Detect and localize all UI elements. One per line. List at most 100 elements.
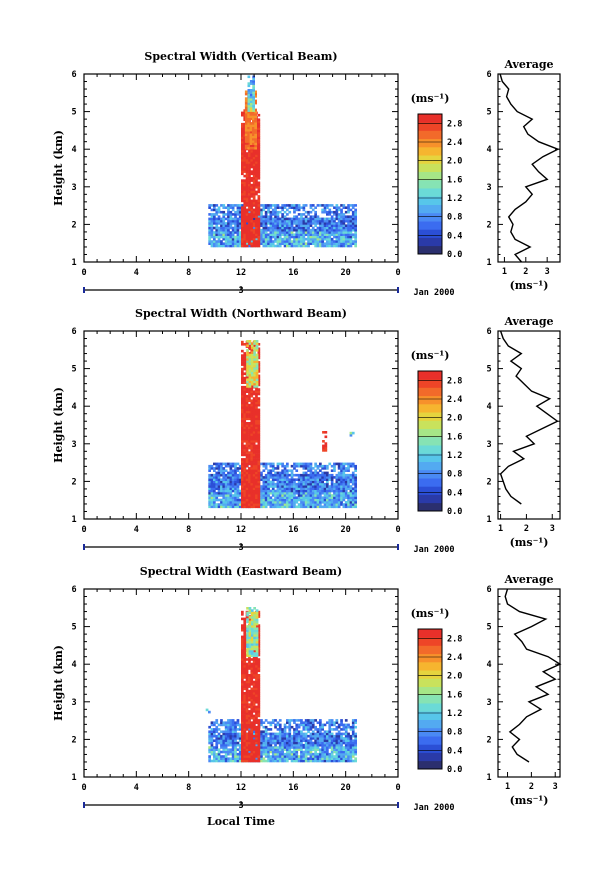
heatmap-cell — [217, 734, 221, 738]
heatmap-cell — [267, 750, 270, 754]
heatmap-cell — [340, 719, 343, 722]
heatmap-cell — [304, 487, 308, 490]
heatmap-cell — [217, 741, 221, 745]
heatmap-cell — [215, 471, 219, 475]
heatmap-cell — [241, 716, 244, 720]
heatmap-cell — [311, 480, 315, 484]
heatmap-cell — [304, 752, 308, 756]
heatmap-cell — [215, 222, 219, 225]
heatmap-cell — [267, 235, 270, 239]
heatmap-cell — [243, 140, 247, 144]
heatmap-cell — [255, 446, 258, 450]
heatmap-cell — [257, 147, 261, 151]
heatmap-cell — [309, 478, 313, 481]
heatmap-cell — [245, 473, 249, 477]
heatmap-cell — [274, 208, 277, 212]
heatmap-cell — [260, 732, 263, 736]
heatmap-cell — [234, 204, 237, 207]
heatmap-cell — [314, 213, 317, 216]
heatmap-cell — [241, 372, 244, 375]
heatmap-cell — [245, 237, 249, 241]
heatmap-cell — [351, 503, 355, 506]
heatmap-cell — [257, 188, 261, 191]
heatmap-cell — [257, 231, 261, 234]
heatmap-cell — [254, 110, 257, 114]
heatmap-cell — [262, 231, 266, 234]
heatmap-cell — [249, 142, 253, 145]
heatmap-cell — [246, 362, 249, 366]
heatmap-cell — [267, 237, 270, 241]
heatmap-cell — [314, 237, 317, 241]
heatmap-cell — [304, 462, 308, 466]
heatmap-cell — [248, 428, 251, 432]
heatmap-cell — [241, 161, 244, 164]
heatmap-cell — [260, 462, 263, 466]
heatmap-cell — [264, 215, 268, 218]
heatmap-cell — [347, 219, 350, 223]
x-tick-label: 0 — [81, 268, 86, 278]
heatmap-cells — [208, 340, 357, 509]
heatmap-cell — [326, 464, 329, 468]
heatmap-cell — [304, 494, 308, 497]
heatmap-cell — [248, 190, 251, 194]
heatmap-cell — [302, 208, 306, 212]
heatmap-cell — [255, 385, 259, 388]
colorbar-swatch — [418, 163, 442, 172]
heatmap-cell — [248, 382, 252, 386]
heatmap-cell — [311, 233, 315, 236]
heatmap-cell — [217, 469, 221, 472]
heatmap-cell — [260, 496, 263, 499]
heatmap-cell — [241, 446, 244, 450]
heatmap-cell — [222, 755, 226, 758]
heatmap-cell — [257, 464, 261, 468]
heatmap-cell — [264, 496, 268, 499]
heatmap-cell — [252, 433, 256, 436]
heatmap-cell — [337, 501, 341, 504]
heatmap-cell — [229, 759, 233, 763]
heatmap-cell — [297, 723, 301, 727]
heatmap-cell — [323, 723, 327, 727]
heatmap-cell — [288, 501, 292, 504]
heatmap-cell — [293, 242, 296, 245]
heatmap-cell — [248, 345, 251, 348]
heatmap-cell — [295, 473, 299, 477]
heatmap-cell — [281, 480, 284, 484]
heatmap-cell — [220, 741, 223, 745]
heatmap-cell — [314, 217, 317, 221]
heatmap-cell — [302, 725, 306, 729]
heatmap-cell — [335, 206, 339, 209]
heatmap-cell — [349, 434, 353, 437]
heatmap-cell — [335, 755, 339, 758]
heatmap-cell — [321, 482, 324, 486]
heatmap-cell — [250, 392, 254, 396]
heatmap-cell — [293, 496, 296, 499]
heatmap-cell — [250, 179, 254, 182]
heatmap-cell — [330, 217, 334, 221]
heatmap-cell — [297, 741, 301, 745]
heatmap-cell — [281, 748, 284, 751]
heatmap-cell — [309, 759, 313, 763]
heatmap-cell — [252, 399, 256, 402]
heatmap-cell — [247, 104, 251, 108]
heatmap-cell — [224, 741, 228, 745]
heatmap-cell — [229, 467, 233, 470]
heatmap-cell — [302, 728, 306, 731]
heatmap-cell — [304, 228, 308, 232]
heatmap-cell — [250, 406, 254, 409]
heatmap-cell — [319, 759, 322, 763]
heatmap-cell — [286, 757, 289, 760]
heatmap-cell — [300, 224, 303, 227]
heatmap-cell — [248, 242, 251, 245]
heatmap-cell — [269, 721, 273, 724]
heatmap-cell — [354, 748, 357, 751]
heatmap-cell — [243, 622, 247, 625]
heatmap-cell — [302, 743, 306, 747]
heatmap-cell — [246, 369, 249, 372]
heatmap-cell — [267, 242, 270, 245]
heatmap-cell — [215, 208, 219, 212]
heatmap-cell — [281, 237, 284, 241]
heatmap-cell — [217, 217, 221, 221]
heatmap-cell — [264, 748, 268, 751]
heatmap-cell — [257, 383, 261, 387]
heatmap-cell — [264, 482, 268, 486]
